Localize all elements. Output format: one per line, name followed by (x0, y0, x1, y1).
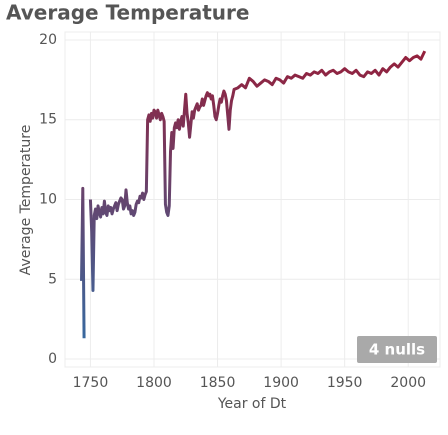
y-tick-label: 0 (48, 351, 57, 367)
plot-frame (64, 31, 441, 368)
x-tick-label: 1800 (136, 375, 172, 391)
x-tick-label: 1950 (327, 375, 363, 391)
y-tick-label: 20 (39, 32, 57, 48)
x-tick-label: 2000 (390, 375, 426, 391)
chart-title: Average Temperature (6, 1, 249, 25)
x-axis-title: Year of Dt (217, 396, 287, 412)
y-tick-label: 5 (48, 271, 57, 287)
y-tick-label: 15 (39, 112, 57, 128)
lines (80, 50, 427, 339)
x-tick-label: 1850 (200, 375, 236, 391)
nulls-label: 4 nulls (369, 341, 425, 359)
x-tick-label: 1900 (263, 375, 299, 391)
y-tick-label: 10 (39, 192, 57, 208)
line (88, 50, 427, 292)
x-tick-label: 1750 (73, 375, 109, 391)
y-axis-title: Average Temperature (18, 125, 34, 276)
line (80, 186, 86, 339)
nulls-badge (357, 336, 437, 363)
